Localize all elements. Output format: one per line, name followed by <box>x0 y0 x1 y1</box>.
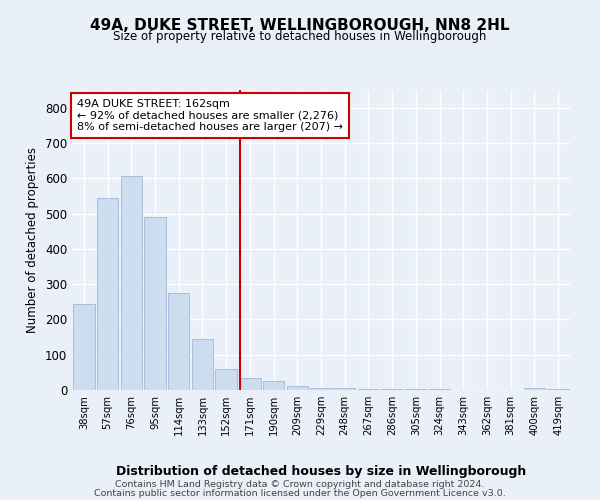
Bar <box>334 388 355 390</box>
Bar <box>263 381 284 390</box>
Bar <box>97 198 118 390</box>
Bar <box>524 388 545 390</box>
Text: Size of property relative to detached houses in Wellingborough: Size of property relative to detached ho… <box>113 30 487 43</box>
Bar <box>239 378 260 390</box>
Bar <box>215 369 237 390</box>
Text: Contains HM Land Registry data © Crown copyright and database right 2024.: Contains HM Land Registry data © Crown c… <box>115 480 485 489</box>
Bar <box>382 389 403 390</box>
Text: Distribution of detached houses by size in Wellingborough: Distribution of detached houses by size … <box>116 464 526 477</box>
Bar <box>168 293 190 390</box>
Text: Contains public sector information licensed under the Open Government Licence v3: Contains public sector information licen… <box>94 489 506 498</box>
Bar <box>287 386 308 390</box>
Bar <box>121 176 142 390</box>
Y-axis label: Number of detached properties: Number of detached properties <box>26 147 40 333</box>
Bar <box>145 217 166 390</box>
Text: 49A DUKE STREET: 162sqm
← 92% of detached houses are smaller (2,276)
8% of semi-: 49A DUKE STREET: 162sqm ← 92% of detache… <box>77 99 343 132</box>
Bar <box>310 388 332 390</box>
Text: 49A, DUKE STREET, WELLINGBOROUGH, NN8 2HL: 49A, DUKE STREET, WELLINGBOROUGH, NN8 2H… <box>90 18 510 32</box>
Bar <box>192 339 213 390</box>
Bar <box>358 388 379 390</box>
Bar <box>73 304 95 390</box>
